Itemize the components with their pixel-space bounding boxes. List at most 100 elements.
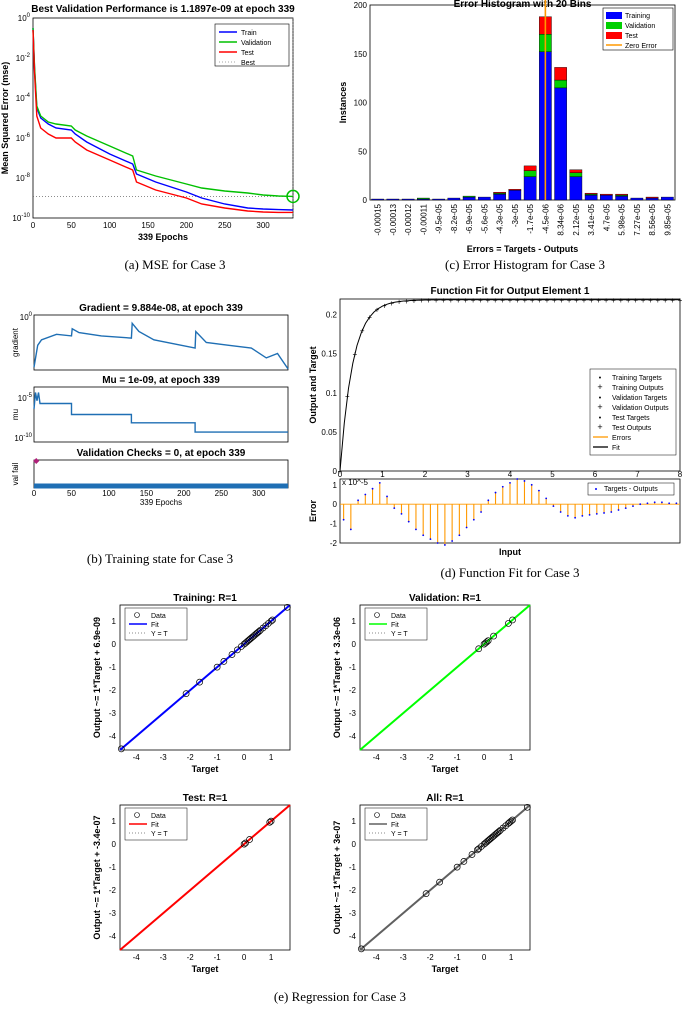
y-tick-label: 100 (20, 312, 33, 322)
hist-bar-test (523, 165, 537, 171)
y-tick-label: 0 (333, 467, 338, 476)
hist-bar-test (584, 192, 598, 195)
error-point (668, 502, 671, 505)
x-axis-label: Input (499, 547, 521, 557)
fit-output-marker: + (449, 296, 454, 305)
panel-series-line (33, 392, 288, 433)
error-point (357, 499, 359, 502)
hist-bar-test (600, 193, 613, 196)
data-point (509, 616, 516, 624)
fit-output-marker: + (493, 296, 498, 305)
x-tick-label: 200 (180, 221, 194, 230)
error-point (501, 485, 504, 488)
y-tick-label: -1 (109, 663, 117, 672)
hist-bar-training (401, 198, 415, 201)
hist-bar-training (386, 198, 400, 201)
y-tick-label: -3 (109, 909, 117, 918)
plot-frame (339, 298, 681, 472)
y-tick-label: 1 (352, 617, 357, 626)
y-tick-label: -4 (109, 732, 117, 741)
x-tick-label: 3 (465, 470, 470, 479)
fit-line (359, 804, 531, 951)
x-axis-label: Target (432, 764, 459, 774)
error-point (364, 493, 367, 496)
data-point (453, 863, 461, 871)
data-point (255, 628, 263, 635)
error-point (530, 483, 533, 486)
series-line-train (32, 27, 294, 211)
legend-label: Fit (612, 445, 620, 452)
caption-regression: (e) Regression for Case 3 (273, 989, 407, 1004)
x-tick-label: -6.9e-05 (465, 203, 474, 233)
fit-output-marker: + (397, 298, 402, 307)
panel-title: Validation: R=1 (409, 593, 481, 604)
x-tick-label: 8.56e-05 (648, 203, 657, 235)
legend-label: Training Outputs (612, 385, 664, 392)
x-tick-label: 0 (482, 953, 487, 962)
x-tick-label: 1 (509, 953, 514, 962)
data-point (182, 690, 190, 697)
caption-mse: (a) MSE for Case 3 (124, 257, 226, 272)
legend-label: Y = T (391, 631, 408, 638)
x-tick-label: -9.5e-05 (435, 203, 444, 233)
y-tick-label: 10-8 (16, 173, 31, 183)
error-point (566, 514, 569, 517)
y-tick-label: 10-5 (18, 393, 33, 403)
data-point (242, 839, 249, 847)
x-tick-label: 5.98e-05 (618, 203, 627, 235)
data-point (474, 846, 481, 854)
legend-swatch: + (597, 402, 602, 412)
x-tick-label: 4 (508, 470, 513, 479)
legend-label: Train (241, 30, 257, 37)
legend-label: Y = T (151, 631, 168, 638)
y-tick-label: 0 (363, 196, 368, 205)
x-tick-label: -1 (454, 753, 462, 762)
error-legend-label: Targets - Outputs (604, 486, 658, 493)
error-point (480, 511, 482, 513)
fit-output-marker: + (596, 296, 601, 305)
hist-bar-validation (462, 195, 476, 198)
x-tick-label: -0.00011 (419, 203, 428, 235)
hist-bar-training (661, 196, 674, 201)
fit-output-marker: + (589, 296, 594, 305)
x-tick-label: -4 (133, 753, 141, 762)
hist-bar-training (554, 87, 567, 201)
error-point (595, 513, 598, 515)
caption-histogram: (c) Error Histogram for Case 3 (445, 257, 605, 272)
x-tick-label: 7 (635, 470, 640, 479)
error-point (443, 544, 446, 546)
y-tick-label: 0.05 (321, 428, 337, 437)
error-point (342, 518, 345, 521)
legend-label: Zero Error (625, 43, 658, 50)
y-tick-label: 100 (18, 13, 31, 23)
hist-bar-test (508, 189, 522, 191)
fit-output-marker: + (537, 296, 542, 305)
x-tick-label: 1 (509, 753, 514, 762)
hist-bar-training (600, 194, 613, 201)
panel-title: Validation Checks = 0, at epoch 339 (77, 448, 246, 459)
y-tick-label: 10-10 (12, 213, 30, 223)
panel-frame (359, 804, 531, 951)
x-tick-label: 4.7e-05 (602, 203, 611, 231)
fit-output-marker: + (441, 296, 446, 305)
x-axis-label: Target (192, 764, 219, 774)
data-point (246, 836, 253, 843)
hist-bar-validation (523, 170, 537, 177)
error-point (429, 538, 432, 541)
chart-title: Function Fit for Output Element 1 (431, 286, 590, 297)
x-tick-label: -4 (133, 953, 141, 962)
hist-bar-training (630, 197, 644, 201)
y-tick-label: -2 (349, 686, 357, 695)
x-tick-label: -3 (160, 753, 168, 762)
x-tick-label: -2 (427, 753, 435, 762)
fit-output-marker: + (530, 296, 535, 305)
x-tick-label: -4 (373, 953, 381, 962)
x-tick-label: 150 (140, 489, 154, 498)
y-tick-label: 50 (358, 147, 367, 156)
fit-output-marker: + (404, 297, 409, 306)
x-axis-label: 339 Epochs (138, 232, 188, 242)
legend-swatch (134, 812, 140, 818)
x-tick-label: -2 (187, 953, 195, 962)
fit-output-marker: + (604, 296, 609, 305)
error-point (458, 534, 461, 537)
